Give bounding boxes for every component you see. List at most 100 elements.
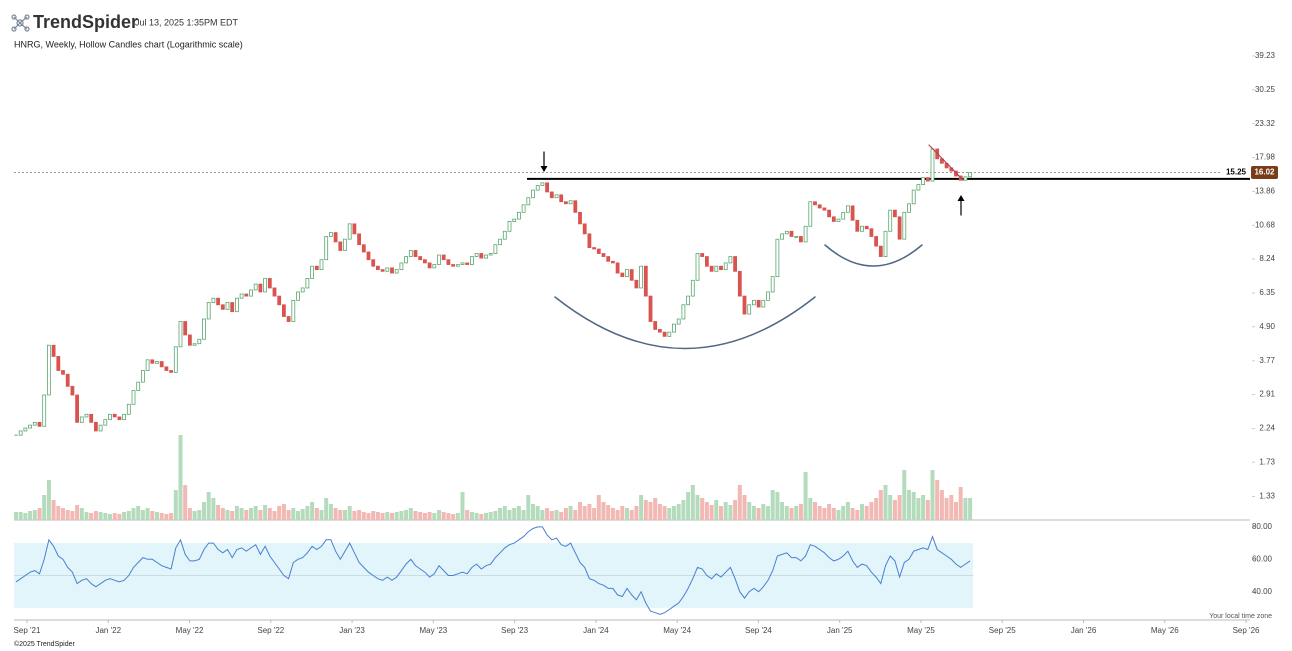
candle — [813, 201, 817, 206]
volume-bar — [968, 498, 973, 520]
arrow-head — [957, 195, 965, 201]
candle — [366, 251, 371, 261]
candle — [512, 218, 517, 222]
volume-bar — [422, 513, 427, 520]
volume-bar — [310, 502, 315, 520]
chart-title: HNRG, Weekly, Hollow Candles chart (Loga… — [14, 39, 243, 49]
candle — [249, 289, 253, 297]
y-tick-label: 23.32 — [1255, 119, 1276, 128]
candle — [639, 265, 643, 289]
candle — [230, 302, 235, 313]
candle — [756, 299, 761, 308]
volume-bar — [855, 510, 860, 520]
candle — [667, 331, 672, 337]
volume-bar — [239, 508, 244, 520]
volume-bar — [61, 508, 65, 520]
y-tick-label: 2.91 — [1259, 390, 1275, 399]
candle — [888, 209, 893, 232]
volume-bar — [446, 513, 451, 520]
volume-bar — [404, 510, 409, 520]
volume-bar — [366, 513, 371, 520]
candle — [94, 421, 98, 432]
volume-bar — [112, 513, 117, 520]
volume-bar — [954, 502, 958, 520]
volume-bar — [578, 502, 582, 520]
volume-bar — [296, 511, 300, 520]
volume-bar — [244, 510, 249, 520]
volume-bar — [305, 506, 310, 520]
candle — [648, 295, 653, 322]
volume-bar — [122, 512, 127, 520]
volume-bar — [770, 490, 775, 520]
candle — [705, 256, 709, 267]
candle — [183, 321, 188, 336]
candle — [37, 421, 42, 427]
candle — [737, 270, 742, 297]
candle — [582, 223, 587, 235]
x-tick-label: Sep '23 — [501, 626, 528, 635]
candle — [206, 302, 211, 320]
y-tick-label: 2.24 — [1259, 424, 1275, 433]
candle — [108, 413, 112, 421]
volume-bar — [869, 502, 874, 520]
candle — [803, 225, 808, 243]
volume-bar — [634, 506, 639, 520]
volume-bar — [878, 490, 883, 520]
candle — [23, 427, 28, 432]
candle — [263, 278, 268, 293]
candle — [300, 287, 305, 293]
candle — [535, 185, 540, 191]
candle — [507, 221, 512, 232]
candle — [56, 356, 61, 371]
timezone-note: Your local time zone — [1209, 613, 1272, 620]
candle — [61, 370, 65, 375]
candle — [521, 204, 526, 213]
candle — [131, 390, 136, 405]
candle — [592, 247, 596, 250]
volume-bar — [554, 510, 559, 520]
candle — [234, 297, 239, 313]
candle — [408, 250, 413, 257]
candle — [79, 416, 84, 423]
volume-bar — [84, 512, 89, 520]
candle — [98, 424, 103, 432]
volume-bar — [70, 511, 75, 520]
volume-bar — [845, 502, 850, 520]
candle — [465, 262, 470, 265]
candle — [676, 318, 681, 325]
volume-bar — [775, 492, 780, 520]
candle — [474, 253, 479, 257]
volume-bar — [803, 472, 808, 520]
last-price-label: 16.02 — [1254, 168, 1275, 177]
candle — [173, 346, 178, 373]
candle — [84, 413, 89, 418]
volume-bar — [907, 490, 911, 520]
rsi-tick-label: 80.00 — [1252, 522, 1273, 531]
volume-bar — [103, 513, 108, 520]
candle — [531, 189, 535, 199]
candle — [390, 267, 394, 274]
volume-bar — [728, 505, 733, 520]
volume-bar — [827, 504, 832, 520]
y-tick-label: 17.98 — [1255, 153, 1276, 162]
candle — [333, 232, 338, 243]
volume-bar — [319, 510, 324, 520]
candle — [794, 236, 799, 238]
candle — [911, 189, 916, 205]
volume-bar — [51, 500, 56, 520]
candle — [220, 304, 225, 310]
volume-bar — [587, 504, 592, 520]
volume-bar — [117, 514, 122, 520]
volume-bar — [531, 504, 535, 520]
x-tick-label: Sep '25 — [989, 626, 1016, 635]
x-tick-label: May '24 — [663, 626, 691, 635]
volume-bar — [187, 508, 192, 520]
volume-bar — [89, 513, 94, 520]
candle — [187, 334, 192, 346]
candle — [808, 201, 813, 227]
volume-bar — [639, 495, 644, 520]
volume-bar — [780, 502, 785, 520]
y-tick-label: 39.23 — [1255, 51, 1276, 60]
candle — [780, 233, 784, 240]
volume-bar — [202, 502, 206, 520]
